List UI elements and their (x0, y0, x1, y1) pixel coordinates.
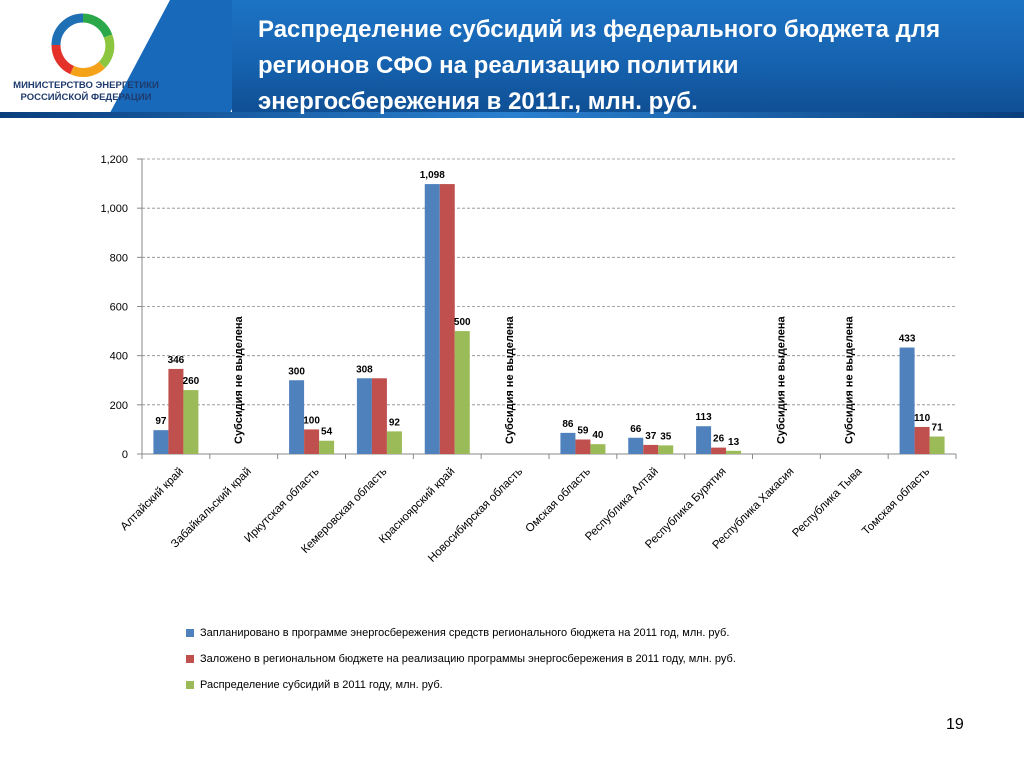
header-divider (0, 112, 1024, 118)
bar-red (304, 429, 320, 454)
data-label: 113 (696, 412, 713, 423)
bar-blue (560, 432, 576, 454)
ministry-name: МИНИСТЕРСТВО ЭНЕРГЕТИКИ РОССИЙСКОЙ ФЕДЕР… (13, 80, 159, 103)
bar-red (575, 439, 591, 454)
bar-green (183, 390, 199, 454)
bar-blue (356, 378, 372, 454)
bar-blue (153, 430, 169, 454)
y-tick-label: 1,000 (100, 203, 128, 215)
slide-header: Распределение субсидий из федерального б… (0, 0, 1024, 118)
annotation-no-subsidy: Субсидия не выделена (233, 316, 245, 444)
y-tick-label: 1,200 (100, 154, 128, 166)
bar-red (711, 447, 727, 454)
bar-green (454, 331, 470, 454)
chart-legend: Запланировано в программе энергосбережен… (186, 620, 986, 698)
bar-red (168, 368, 184, 454)
legend-item: Запланировано в программе энергосбережен… (186, 620, 986, 646)
x-tick-label: Красноярский край (377, 466, 457, 546)
legend-item: Распределение субсидий в 2011 году, млн.… (186, 672, 986, 698)
data-label: 26 (713, 434, 725, 445)
page-number: 19 (946, 716, 964, 733)
legend-item: Заложено в региональном бюджете на реали… (186, 646, 986, 672)
legend-label: Запланировано в программе энергосбережен… (200, 627, 730, 639)
bar-red (371, 378, 387, 454)
ministry-ring-logo-icon (51, 13, 115, 77)
legend-label: Заложено в региональном бюджете на реали… (200, 653, 736, 665)
data-label: 71 (932, 423, 944, 434)
data-label: 346 (168, 355, 185, 366)
data-label: 92 (389, 417, 401, 428)
annotation-no-subsidy: Субсидия не выделена (775, 316, 787, 444)
bar-red (439, 184, 455, 454)
data-label: 13 (728, 437, 740, 448)
legend-swatch (186, 681, 194, 689)
legend-label: Распределение субсидий в 2011 году, млн.… (200, 679, 443, 691)
data-label: 66 (630, 424, 642, 435)
data-label: 40 (592, 430, 604, 441)
data-label: 110 (914, 413, 931, 424)
annotation-no-subsidy: Субсидия не выделена (504, 316, 516, 444)
data-label: 54 (321, 427, 333, 438)
y-tick-label: 600 (110, 302, 128, 314)
bar-red (914, 426, 930, 454)
bar-blue (696, 426, 712, 454)
data-label: 100 (303, 415, 320, 426)
x-tick-label: Омская область (524, 466, 594, 536)
bar-blue (289, 380, 305, 454)
data-label: 59 (577, 425, 589, 436)
bar-green (386, 431, 402, 454)
bar-blue (424, 184, 440, 454)
bar-blue (899, 347, 915, 454)
bar-red (643, 444, 659, 454)
data-label: 37 (645, 431, 657, 442)
y-tick-label: 0 (122, 449, 128, 461)
header-banner (232, 0, 1024, 112)
bar-green (658, 445, 674, 454)
x-tick-label: Алтайский край (119, 466, 186, 533)
slide-title: Распределение субсидий из федерального б… (258, 16, 941, 115)
y-tick-label: 200 (110, 400, 128, 412)
y-tick-label: 400 (110, 351, 128, 363)
data-label: 300 (288, 366, 305, 377)
data-label: 500 (454, 317, 471, 328)
bar-blue (628, 437, 644, 454)
annotation-no-subsidy: Субсидия не выделена (843, 316, 855, 444)
data-label: 260 (183, 376, 200, 387)
data-label: 86 (562, 419, 574, 430)
legend-swatch (186, 629, 194, 637)
x-tick-label: Республика Тыва (790, 465, 864, 539)
bar-green (590, 444, 606, 454)
bar-green (319, 440, 335, 454)
bar-green (726, 450, 742, 454)
y-tick-label: 800 (110, 252, 128, 264)
data-label: 433 (899, 334, 916, 345)
legend-swatch (186, 655, 194, 663)
data-label: 97 (155, 416, 167, 427)
data-label: 308 (356, 364, 373, 375)
chart-area: 0 200 400 600 800 1,000 1,200 97 300 308 1,098 86 66… (0, 130, 1024, 590)
x-tick-label: Томская область (860, 466, 932, 538)
data-label: 1,098 (420, 170, 445, 181)
bar-green (929, 436, 945, 454)
x-tick-label: Иркутская область (242, 466, 321, 545)
data-label: 35 (660, 431, 672, 442)
bar-chart: 0 200 400 600 800 1,000 1,200 97 300 308 1,098 86 66… (100, 154, 957, 565)
x-tick-label: Республика Алтай (583, 466, 661, 544)
